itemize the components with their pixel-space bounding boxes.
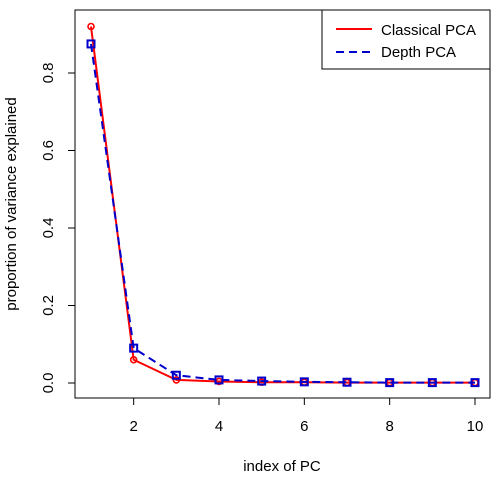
x-tick-label: 6 (300, 418, 308, 435)
data-point (257, 376, 267, 386)
series-classical-pca (87, 22, 479, 387)
x-tick-label: 2 (129, 418, 137, 435)
data-point (299, 377, 309, 387)
data-point (171, 370, 181, 380)
data-point (87, 22, 95, 31)
legend-box (321, 9, 491, 70)
y-axis-label: proportion of variance explained (3, 97, 20, 310)
series-line (90, 43, 475, 384)
legend: Classical PCA Depth PCA (321, 9, 491, 70)
data-point (470, 378, 480, 388)
x-axis-label: index of PC (243, 458, 321, 475)
y-tick-label: 0.8 (40, 63, 57, 84)
data-point (385, 378, 395, 388)
y-axis: 0.0 0.2 0.4 0.6 0.8 (40, 63, 76, 394)
x-tick-label: 4 (215, 418, 223, 435)
y-tick-label: 0.0 (40, 373, 57, 394)
data-point (129, 343, 139, 353)
series-line (90, 26, 475, 384)
y-tick-label: 0.4 (40, 218, 57, 239)
legend-label-classical: Classical PCA (381, 22, 476, 39)
data-point (427, 378, 437, 388)
data-point (342, 377, 352, 387)
series-depth-pca (86, 39, 480, 388)
x-tick-label: 10 (467, 418, 484, 435)
x-axis: 2 4 6 8 10 (129, 397, 484, 435)
data-point (172, 376, 181, 384)
y-tick-label: 0.6 (40, 140, 57, 161)
legend-label-depth: Depth PCA (381, 44, 456, 61)
data-point (86, 39, 96, 49)
series-layer (86, 22, 480, 388)
data-point (214, 375, 224, 385)
data-point (129, 355, 138, 364)
y-tick-label: 0.2 (40, 295, 57, 316)
x-tick-label: 8 (385, 418, 393, 435)
